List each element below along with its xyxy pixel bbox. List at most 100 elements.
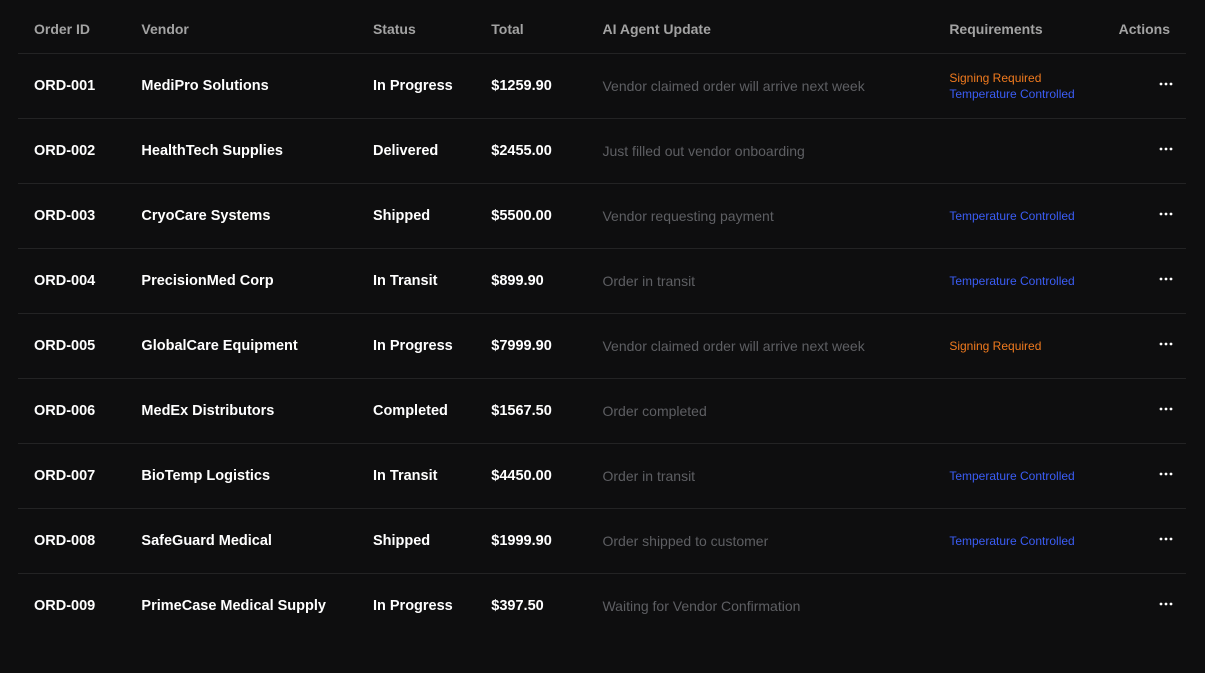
total-cell: $1999.90: [491, 508, 603, 574]
vendor-cell: CryoCare Systems: [141, 183, 373, 249]
order-id-cell: ORD-003: [18, 183, 142, 249]
ai-update-cell: Just filled out vendor onboarding: [602, 118, 950, 184]
order-id-cell: ORD-007: [18, 443, 142, 509]
orders-table: Order ID Vendor Status Total AI Agent Up…: [18, 4, 1186, 638]
more-horizontal-icon: [1159, 537, 1173, 541]
table-row[interactable]: ORD-007 BioTemp Logistics In Transit $4450.…: [18, 443, 1186, 509]
actions-cell: [1102, 443, 1186, 509]
table-row[interactable]: ORD-006 MedEx Distributors Completed $1567.…: [18, 378, 1186, 444]
requirements-cell: Signing Required: [949, 313, 1103, 379]
vendor-cell: SafeGuard Medical: [141, 508, 373, 574]
actions-cell: [1102, 313, 1186, 379]
total-cell: $4450.00: [491, 443, 603, 509]
row-actions-button[interactable]: [1154, 592, 1178, 616]
status-cell: In Progress: [372, 598, 453, 614]
ai-update-cell: Vendor claimed order will arrive next we…: [602, 53, 950, 119]
temperature-controlled-tag: Temperature Controlled: [949, 87, 1075, 101]
order-id-cell: ORD-005: [18, 313, 142, 379]
requirements-cell: Signing Required Temperature Controlled: [949, 53, 1103, 119]
vendor-cell: PrimeCase Medical Supply: [141, 598, 326, 614]
more-horizontal-icon: [1159, 147, 1173, 151]
more-horizontal-icon: [1159, 342, 1173, 346]
table-row[interactable]: ORD-005 GlobalCare Equipment In Progress $7…: [18, 313, 1186, 379]
table-row[interactable]: ORD-009 PrimeCase Medical Supply In Progre…: [18, 574, 1186, 639]
order-id-cell: ORD-008: [18, 508, 142, 574]
row-actions-button[interactable]: [1154, 137, 1178, 161]
row-actions-button[interactable]: [1154, 267, 1178, 291]
column-header-vendor[interactable]: Vendor: [141, 4, 373, 54]
header-row: Order ID Vendor Status Total AI Agent Up…: [18, 4, 1186, 54]
signing-required-tag: Signing Required: [949, 339, 1042, 353]
ai-update-cell: Vendor claimed order will arrive next we…: [602, 313, 950, 379]
table-row[interactable]: ORD-004 PrecisionMed Corp In Transit $899.9…: [18, 248, 1186, 314]
status-cell: Shipped: [372, 183, 492, 249]
row-actions-button[interactable]: [1154, 397, 1178, 421]
requirements-cell: [949, 378, 1103, 444]
actions-cell: [1102, 53, 1186, 119]
more-horizontal-icon: [1159, 407, 1173, 411]
total-cell: $397.50: [491, 598, 544, 614]
temperature-controlled-tag: Temperature Controlled: [949, 274, 1075, 288]
vendor-cell: GlobalCare Equipment: [141, 313, 373, 379]
column-header-total[interactable]: Total: [491, 4, 603, 54]
row-actions-button[interactable]: [1154, 527, 1178, 551]
requirements-cell: [949, 574, 1102, 639]
table-row[interactable]: ORD-002 HealthTech Supplies Delivered $2455…: [18, 118, 1186, 184]
actions-cell: [1102, 248, 1186, 314]
ai-update-cell: Order shipped to customer: [602, 508, 950, 574]
table-row[interactable]: ORD-001 MediPro Solutions In Progress $1259…: [18, 53, 1186, 119]
status-cell: Delivered: [372, 118, 492, 184]
row-actions-button[interactable]: [1154, 72, 1178, 96]
status-cell: In Transit: [372, 248, 492, 314]
actions-cell: [1102, 378, 1186, 444]
ai-update-cell: Order completed: [602, 378, 950, 444]
more-horizontal-icon: [1159, 277, 1173, 281]
ai-update-cell: Order in transit: [602, 443, 950, 509]
more-horizontal-icon: [1159, 82, 1173, 86]
order-id-cell: ORD-009: [34, 598, 96, 614]
total-cell: $7999.90: [491, 313, 603, 379]
signing-required-tag: Signing Required: [949, 71, 1042, 85]
table-body: ORD-001 MediPro Solutions In Progress $1259…: [18, 53, 1186, 639]
row-actions-button[interactable]: [1154, 332, 1178, 356]
status-cell: In Progress: [372, 53, 492, 119]
ai-update-cell: Waiting for Vendor Confirmation: [602, 598, 801, 614]
status-cell: Completed: [372, 378, 492, 444]
temperature-controlled-tag: Temperature Controlled: [949, 534, 1075, 548]
requirements-cell: Temperature Controlled: [949, 443, 1103, 509]
row-actions-button[interactable]: [1154, 202, 1178, 226]
temperature-controlled-tag: Temperature Controlled: [949, 469, 1075, 483]
actions-cell: [1102, 574, 1186, 639]
total-cell: $2455.00: [491, 118, 603, 184]
actions-cell: [1102, 508, 1186, 574]
total-cell: $5500.00: [491, 183, 603, 249]
table-row[interactable]: ORD-008 SafeGuard Medical Shipped $1999.90 O…: [18, 508, 1186, 574]
order-id-cell: ORD-002: [18, 118, 142, 184]
row-actions-button[interactable]: [1154, 462, 1178, 486]
column-header-requirements[interactable]: Requirements: [949, 4, 1103, 54]
column-header-ai-agent-update[interactable]: AI Agent Update: [602, 4, 950, 54]
vendor-cell: HealthTech Supplies: [141, 118, 373, 184]
requirements-cell: Temperature Controlled: [949, 248, 1103, 314]
vendor-cell: PrecisionMed Corp: [141, 248, 373, 314]
vendor-cell: BioTemp Logistics: [141, 443, 373, 509]
total-cell: $1259.90: [491, 53, 603, 119]
status-cell: In Progress: [372, 313, 492, 379]
column-header-status[interactable]: Status: [372, 4, 492, 54]
requirements-cell: Temperature Controlled: [949, 183, 1103, 249]
status-cell: Shipped: [372, 508, 492, 574]
ai-update-cell: Vendor requesting payment: [602, 183, 950, 249]
vendor-cell: MediPro Solutions: [141, 53, 373, 119]
actions-cell: [1102, 183, 1186, 249]
status-cell: In Transit: [372, 443, 492, 509]
order-id-cell: ORD-004: [18, 248, 142, 314]
actions-cell: [1102, 118, 1186, 184]
more-horizontal-icon: [1159, 602, 1173, 606]
ai-update-cell: Order in transit: [602, 248, 950, 314]
order-id-cell: ORD-006: [18, 378, 142, 444]
column-header-order-id[interactable]: Order ID: [18, 4, 142, 54]
total-cell: $899.90: [491, 248, 603, 314]
more-horizontal-icon: [1159, 472, 1173, 476]
table-row[interactable]: ORD-003 CryoCare Systems Shipped $5500.00 Ve…: [18, 183, 1186, 249]
